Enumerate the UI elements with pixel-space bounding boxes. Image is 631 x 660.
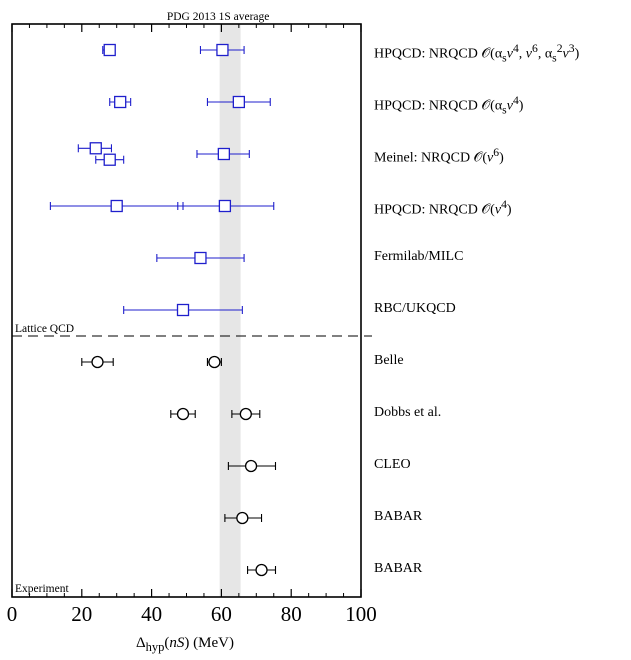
data-point-circle — [239, 407, 252, 421]
x-tick-label: 40 — [141, 602, 162, 626]
row-label: HPQCD: NRQCD 𝒪(αsv4) — [374, 94, 524, 116]
data-point-circle — [176, 407, 190, 421]
row-label-text: BABAR — [374, 509, 423, 524]
data-point-square — [114, 95, 127, 109]
data-point-square — [103, 153, 116, 166]
data-row — [156, 251, 245, 265]
row-label: RBC/UKQCD — [374, 301, 456, 316]
data-point-square — [194, 251, 207, 265]
data-point-circle — [208, 355, 221, 369]
data-point-square — [218, 199, 232, 213]
x-axis-label-text: Δhyp(nS) (MeV) — [136, 635, 234, 654]
row-label-text: HPQCD: NRQCD 𝒪(αsv4, v6, αs2v3) — [374, 42, 580, 64]
data-point-square — [176, 303, 190, 317]
row-label-text: CLEO — [374, 457, 411, 472]
data-row — [224, 511, 263, 525]
row-label-text: BABAR — [374, 561, 423, 576]
row-label: BABAR — [374, 561, 423, 576]
row-label: Belle — [374, 353, 404, 368]
chart-text-layer: PDG 2013 1S average Lattice QCD Experiment… — [7, 11, 580, 654]
data-row — [247, 563, 277, 577]
data-row — [81, 355, 222, 369]
data-point-circle — [244, 459, 258, 473]
data-marks-layer — [49, 43, 277, 577]
row-label: CLEO — [374, 457, 411, 472]
row-label-text: Meinel: NRQCD 𝒪(v6) — [374, 146, 504, 166]
data-point-square — [216, 43, 229, 57]
x-axis-label: Δhyp(nS) (MeV) — [136, 635, 234, 654]
x-tick-label: 100 — [345, 602, 377, 626]
data-point-square — [217, 147, 230, 161]
data-row — [123, 303, 243, 317]
data-row — [227, 459, 277, 473]
row-label-text: RBC/UKQCD — [374, 301, 456, 316]
x-tick-label: 0 — [7, 602, 18, 626]
data-point-square — [103, 43, 116, 57]
row-label-text: HPQCD: NRQCD 𝒪(αsv4) — [374, 94, 524, 116]
band-label: PDG 2013 1S average — [167, 11, 270, 23]
data-point-square — [110, 199, 123, 213]
row-label: Fermilab/MILC — [374, 249, 464, 264]
row-label: Dobbs et al. — [374, 405, 442, 420]
row-label-text: Dobbs et al. — [374, 405, 442, 420]
x-tick-label: 20 — [71, 602, 92, 626]
data-row — [49, 199, 275, 213]
row-label: Meinel: NRQCD 𝒪(v6) — [374, 146, 504, 166]
experiment-label: Experiment — [15, 583, 69, 595]
row-label: HPQCD: NRQCD 𝒪(v4) — [374, 198, 512, 218]
data-point-circle — [91, 355, 104, 369]
data-point-circle — [236, 511, 249, 525]
x-tick-label: 80 — [281, 602, 302, 626]
data-row — [109, 95, 271, 109]
row-label-text: HPQCD: NRQCD 𝒪(v4) — [374, 198, 512, 218]
data-row — [170, 407, 261, 421]
data-row — [102, 43, 245, 57]
data-point-square — [89, 142, 102, 155]
data-point-square — [232, 95, 246, 109]
data-row — [77, 142, 250, 166]
row-label: HPQCD: NRQCD 𝒪(αsv4, v6, αs2v3) — [374, 42, 580, 64]
row-label: BABAR — [374, 509, 423, 524]
plot-frame-layer — [11, 23, 362, 598]
lattice-qcd-label: Lattice QCD — [15, 323, 74, 335]
data-point-circle — [255, 563, 268, 577]
x-tick-label: 60 — [211, 602, 232, 626]
row-label-text: Belle — [374, 353, 404, 368]
row-label-text: Fermilab/MILC — [374, 249, 464, 264]
